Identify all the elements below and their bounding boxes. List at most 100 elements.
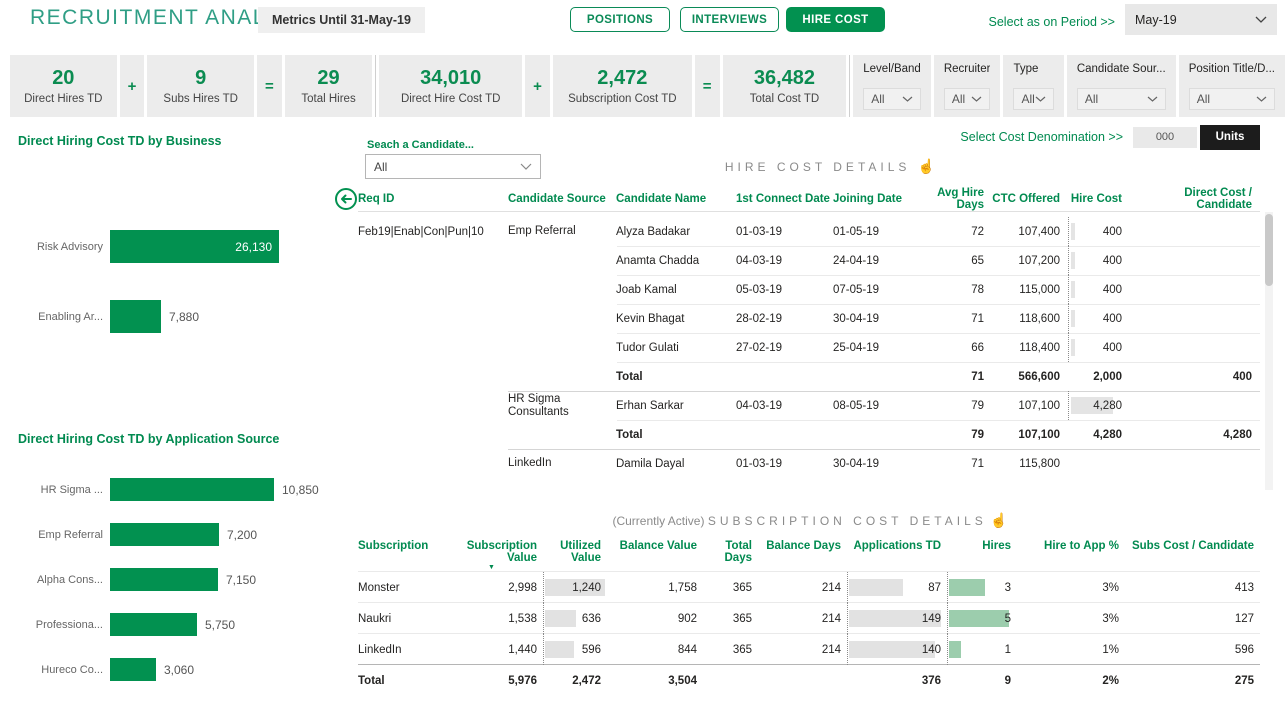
table-row-total[interactable]: Total 5,976 2,472 3,504 376 9 2% 275: [358, 664, 1260, 695]
col-utilized-value[interactable]: Utilized Value: [560, 540, 601, 564]
cell-joining-date: 30-04-19: [833, 457, 880, 470]
kpi-total-hires: 29 Total Hires: [284, 55, 373, 117]
subscription-details-title: (Currently Active) SUBSCRIPTION COST DET…: [460, 512, 1160, 529]
kpi-subs-hires: 9 Subs Hires TD: [147, 55, 254, 117]
type-dropdown[interactable]: All: [1013, 88, 1054, 110]
cell-joining-date: 07-05-19: [833, 283, 880, 296]
kpi-direct-hires: 20 Direct Hires TD: [10, 55, 117, 117]
col-balance-days[interactable]: Balance Days: [766, 540, 841, 552]
col-candidate-name[interactable]: Candidate Name: [616, 192, 707, 205]
bar-hr-sigma[interactable]: [110, 478, 274, 501]
bar-professional[interactable]: [110, 613, 197, 636]
kpi-label: Direct Hire Cost TD: [400, 93, 501, 105]
filter-value: All: [1196, 92, 1211, 106]
col-subs-cost-candidate[interactable]: Subs Cost / Candidate: [1131, 540, 1254, 552]
col-applications-td[interactable]: Applications TD: [853, 540, 941, 552]
col-avg-hire-days[interactable]: Avg Hire Days: [937, 186, 984, 211]
col-ctc-offered[interactable]: CTC Offered: [992, 192, 1060, 205]
table-row[interactable]: LinkedIn 1,440 596 844 365 214 140 1 1% …: [358, 633, 1260, 665]
filter-label: Candidate Sour...: [1076, 63, 1166, 75]
cell-balance-value: 3,504: [668, 674, 697, 687]
plus-operator: +: [119, 55, 145, 117]
bar-value-label: 7,880: [169, 309, 200, 324]
kpi-subscription-cost: 2,472 Subscription Cost TD: [552, 55, 692, 117]
chevron-down-icon: [520, 163, 532, 170]
table-row[interactable]: Naukri 1,538 636 902 365 214 149 5 3% 12…: [358, 602, 1260, 634]
col-req-id[interactable]: Req ID: [358, 192, 395, 205]
denomination-000-button[interactable]: 000: [1133, 127, 1197, 148]
cell-hire-cost: [1068, 449, 1130, 478]
cell-ctc: 118,400: [1019, 341, 1060, 354]
chevron-down-icon: [1256, 96, 1267, 102]
col-subscription-value[interactable]: Subscription Value ▼: [446, 540, 543, 571]
table-row-total[interactable]: Total 79 107,100 4,280 4,280: [358, 420, 1260, 449]
table-row-total[interactable]: Total 71 566,600 2,000 400: [358, 362, 1260, 391]
bar-emp-referral[interactable]: [110, 523, 219, 546]
bar-alpha-consultants[interactable]: [110, 568, 218, 591]
table-row[interactable]: Joab Kamal 05-03-19 07-05-19 78 115,000 …: [358, 275, 1260, 304]
interviews-button[interactable]: INTERVIEWS: [680, 7, 779, 32]
kpi-value: 29: [317, 67, 340, 89]
period-value: May-19: [1135, 12, 1177, 27]
hire-table-scrollbar[interactable]: [1265, 212, 1273, 490]
data-bar: [849, 610, 941, 627]
cell-candidate-name: Damila Dayal: [616, 457, 685, 470]
table-row[interactable]: HR Sigma Consultants Erhan Sarkar 04-03-…: [358, 391, 1260, 420]
col-connect-date[interactable]: 1st Connect Date: [736, 192, 830, 205]
cell-joining-date: 24-04-19: [833, 254, 880, 267]
subscription-table-header: Subscription Subscription Value ▼ Utiliz…: [358, 536, 1260, 571]
cell-subscription-value: 5,976: [508, 674, 537, 687]
filter-value: All: [951, 92, 966, 106]
cell-avg-days: 71: [971, 312, 984, 325]
level-band-dropdown[interactable]: All: [863, 88, 921, 110]
col-subscription[interactable]: Subscription: [358, 540, 429, 552]
table-row[interactable]: Monster 2,998 1,240 1,758 365 214 87 3 3…: [358, 571, 1260, 603]
candidate-source-dropdown[interactable]: All: [1076, 88, 1166, 110]
search-candidate-label: Seach a Candidate...: [367, 139, 474, 151]
col-joining-date[interactable]: Joining Date: [833, 192, 903, 205]
period-dropdown[interactable]: May-19: [1125, 4, 1277, 35]
kpi-label: Subs Hires TD: [163, 93, 238, 105]
bar-enabling-areas[interactable]: [110, 300, 161, 333]
cell-candidate-name: Total: [616, 370, 643, 383]
table-row[interactable]: Kevin Bhagat 28-02-19 30-04-19 71 118,60…: [358, 304, 1260, 333]
table-row[interactable]: Anamta Chadda 04-03-19 24-04-19 65 107,2…: [358, 246, 1260, 275]
bar-value-label: 3,060: [164, 662, 195, 677]
back-arrow-icon[interactable]: [334, 187, 358, 211]
bar-hureco[interactable]: [110, 658, 156, 681]
bar-risk-advisory[interactable]: 26,130: [110, 230, 279, 263]
filter-level-band: Level/Band All: [853, 55, 931, 117]
col-direct-cost[interactable]: Direct Cost / Candidate: [1184, 186, 1252, 211]
table-row[interactable]: Feb19|Enab|Con|Pun|10 Emp Referral Alyza…: [358, 217, 1260, 246]
search-candidate-dropdown[interactable]: All: [365, 154, 541, 179]
position-title-dropdown[interactable]: All: [1188, 88, 1275, 110]
cell-subscription: LinkedIn: [358, 643, 402, 656]
cell-hire-cost: 400: [1068, 246, 1130, 275]
bar-row: Emp Referral 7,200: [18, 523, 257, 546]
scrollbar-thumb[interactable]: [1265, 214, 1273, 286]
cell-subscription: Naukri: [358, 612, 392, 625]
cell-candidate-name: Anamta Chadda: [616, 254, 700, 267]
hire-cost-button[interactable]: HIRE COST: [786, 7, 885, 32]
cell-avg-days: 66: [971, 341, 984, 354]
divider: [375, 55, 377, 117]
cell-candidate-name: Joab Kamal: [616, 283, 677, 296]
denomination-units-button[interactable]: Units: [1200, 125, 1260, 150]
cell-source: Emp Referral: [508, 225, 576, 237]
positions-button[interactable]: POSITIONS: [570, 7, 670, 32]
col-hire-cost[interactable]: Hire Cost: [1070, 192, 1122, 205]
data-bar: [545, 579, 605, 596]
col-hire-to-app[interactable]: Hire to App %: [1044, 540, 1119, 552]
recruiter-dropdown[interactable]: All: [943, 88, 991, 110]
category-label: Professiona...: [35, 618, 103, 631]
cell-hire-cost: 400: [1068, 275, 1130, 304]
page-title: RECRUITMENT ANALYSIS: [30, 6, 319, 29]
col-balance-value[interactable]: Balance Value: [619, 540, 697, 552]
col-total-days[interactable]: Total Days: [724, 540, 753, 564]
table-row[interactable]: Tudor Gulati 27-02-19 25-04-19 66 118,40…: [358, 333, 1260, 362]
col-candidate-source[interactable]: Candidate Source: [508, 192, 606, 205]
table-row[interactable]: LinkedIn Damila Dayal 01-03-19 30-04-19 …: [358, 449, 1260, 478]
category-label: HR Sigma ...: [40, 483, 103, 496]
col-hires[interactable]: Hires: [982, 540, 1011, 552]
